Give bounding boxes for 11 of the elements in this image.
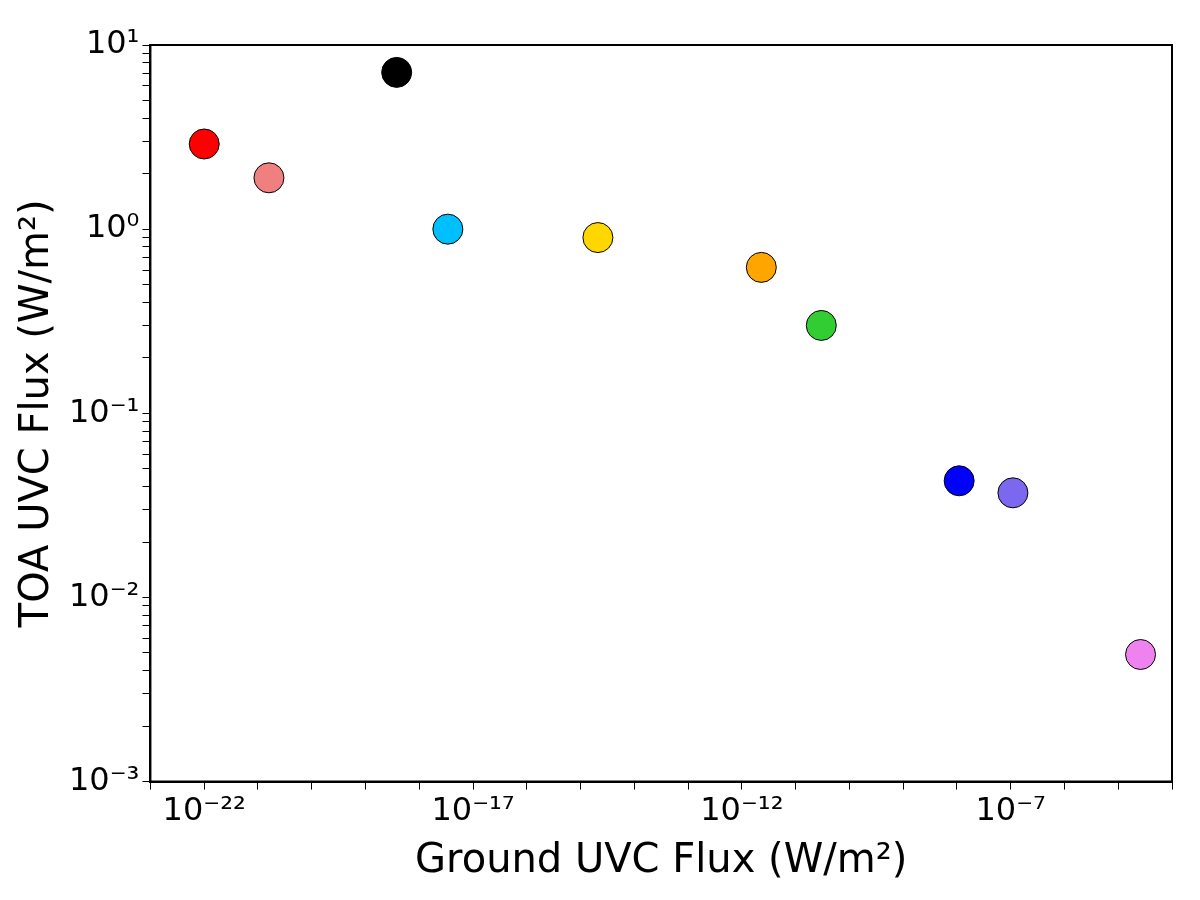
y-tick-label: 10⁻³ xyxy=(69,759,140,798)
x-tick-label: 10⁻¹² xyxy=(700,790,784,829)
x-tick-label: 10⁻¹⁷ xyxy=(431,790,515,829)
y-tick-label: 10⁰ xyxy=(85,207,140,246)
y-tick-label: 10⁻² xyxy=(69,575,140,614)
y-axis-title: TOA UVC Flux (W/m²) xyxy=(11,199,58,629)
y-tick-label: 10¹ xyxy=(85,23,140,62)
x-tick-label: 10⁻⁷ xyxy=(975,790,1046,829)
x-axis-title: Ground UVC Flux (W/m²) xyxy=(415,835,908,882)
x-tick-label: 10⁻²² xyxy=(162,790,246,829)
y-tick-label: 10⁻¹ xyxy=(69,391,140,430)
